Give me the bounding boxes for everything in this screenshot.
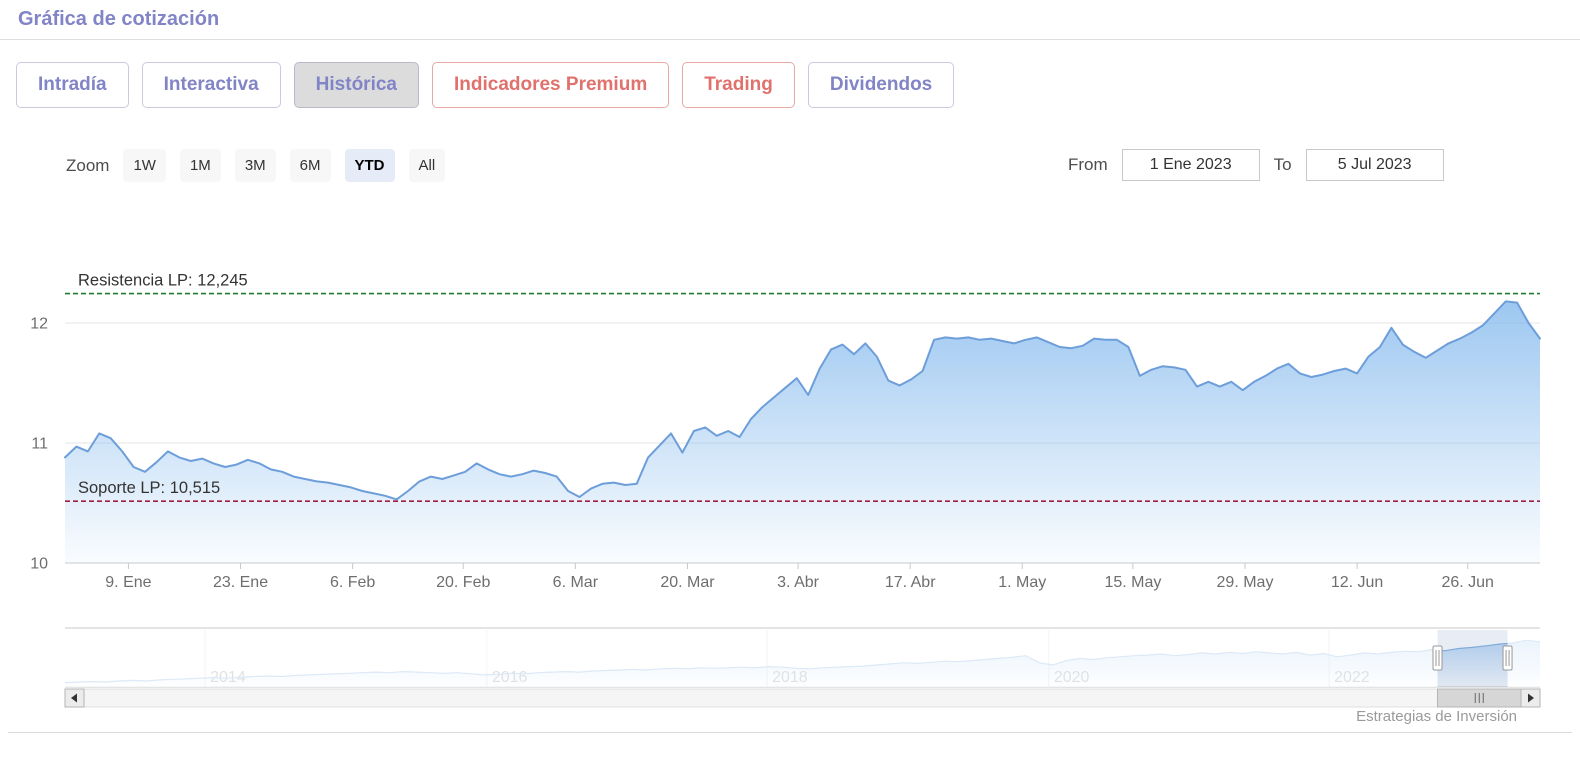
x-tick-label: 20. Mar — [660, 574, 715, 591]
to-date-input[interactable] — [1305, 149, 1444, 181]
resistance-line: Resistencia LP: 12,245 — [65, 272, 1540, 295]
tab-indicadores-premium[interactable]: Indicadores Premium — [431, 62, 670, 108]
navigator-chart: 20142016201820202022 — [64, 627, 1541, 708]
scrollbar-right-button[interactable] — [1520, 688, 1541, 708]
resistance-label: Resistencia LP: 12,245 — [78, 272, 248, 290]
x-tick-label: 15. May — [1104, 574, 1161, 591]
tab-trading[interactable]: Trading — [682, 62, 795, 108]
price-area — [65, 301, 1540, 563]
x-tick-label: 6. Feb — [330, 574, 375, 591]
chart-tabs: Intradía Interactiva Histórica Indicadores … — [16, 62, 955, 108]
tab-historica[interactable]: Histórica — [293, 62, 419, 108]
y-tick-label: 10 — [30, 556, 48, 573]
navigator-selected-range[interactable] — [1437, 630, 1508, 687]
x-tick-label: 1. May — [998, 574, 1046, 591]
watermark: Estrategias de Inversión — [1356, 708, 1517, 725]
zoom-button-all[interactable]: All — [408, 149, 446, 182]
x-axis: 9. Ene 23. Ene 6. Feb 20. Feb 6. Mar 20. Mar 3… — [65, 562, 1540, 591]
from-label: From — [1068, 155, 1108, 174]
navigator-mask-left — [65, 630, 1438, 687]
x-tick-label: 6. Mar — [553, 574, 599, 591]
zoom-button-6m[interactable]: 6M — [289, 149, 331, 182]
navigator-handle-left[interactable] — [1432, 645, 1443, 671]
tab-dividendos[interactable]: Dividendos — [807, 62, 955, 108]
y-tick-label: 11 — [31, 436, 48, 453]
zoom-label: Zoom — [66, 155, 110, 175]
support-label: Soporte LP: 10,515 — [78, 479, 220, 497]
x-tick-label: 12. Jun — [1331, 574, 1383, 591]
x-tick-label: 23. Ene — [213, 574, 268, 591]
arrow-right-icon — [1528, 693, 1534, 703]
zoom-button-ytd[interactable]: YTD — [344, 149, 395, 182]
date-range-group: From To — [1068, 149, 1444, 181]
bottom-divider — [8, 732, 1572, 733]
header-divider — [0, 39, 1580, 40]
arrow-left-icon — [71, 693, 77, 703]
x-tick-label: 9. Ene — [105, 574, 151, 591]
y-tick-label: 12 — [30, 316, 48, 333]
page-title: Gráfica de cotización — [18, 8, 220, 30]
price-line — [64, 300, 1541, 501]
scrollbar-thumb[interactable] — [1436, 688, 1522, 708]
x-tick-label: 29. May — [1217, 574, 1274, 591]
tab-intradia[interactable]: Intradía — [16, 62, 129, 108]
scrollbar-track[interactable] — [64, 688, 1541, 708]
support-line: Soporte LP: 10,515 — [65, 479, 1540, 503]
x-tick-label: 17. Abr — [885, 574, 936, 591]
zoom-button-3m[interactable]: 3M — [234, 149, 276, 182]
zoom-button-1w[interactable]: 1W — [123, 149, 166, 182]
zoom-button-1m[interactable]: 1M — [179, 149, 221, 182]
x-tick-label: 26. Jun — [1441, 574, 1493, 591]
y-axis: 10 11 12 — [30, 316, 48, 573]
from-date-input[interactable] — [1121, 149, 1260, 181]
navigator-handle-right[interactable] — [1502, 645, 1513, 671]
zoom-range-group: Zoom 1W 1M 3M 6M YTD All — [66, 149, 446, 182]
to-label: To — [1273, 155, 1292, 174]
price-chart: 9. Ene 23. Ene 6. Feb 20. Feb 6. Mar 20. Mar 3… — [30, 272, 1541, 591]
navigator-mask-right — [1507, 630, 1540, 687]
x-tick-label: 20. Feb — [436, 574, 490, 591]
tab-interactiva[interactable]: Interactiva — [141, 62, 281, 108]
scrollbar-left-button[interactable] — [64, 688, 85, 708]
x-tick-label: 3. Abr — [777, 574, 819, 591]
